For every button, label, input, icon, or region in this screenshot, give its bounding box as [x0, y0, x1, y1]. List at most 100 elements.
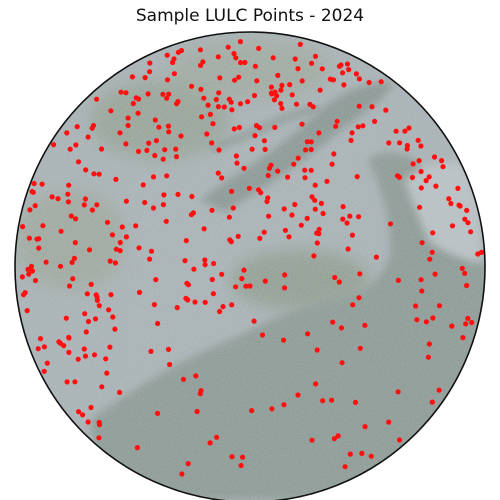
sample-point	[179, 471, 185, 477]
sample-point	[41, 344, 48, 350]
sample-point	[57, 263, 64, 269]
sample-point	[297, 41, 303, 48]
sample-point	[96, 303, 102, 309]
sample-point	[163, 218, 169, 224]
sample-point	[312, 206, 318, 212]
sample-point	[402, 128, 408, 134]
sample-point	[123, 234, 129, 240]
sample-point	[64, 379, 70, 385]
sample-point	[26, 271, 32, 277]
sample-point	[162, 147, 168, 153]
sample-point	[254, 78, 260, 84]
sample-point	[269, 91, 275, 97]
sample-point	[191, 266, 197, 272]
sample-point	[37, 336, 44, 342]
sample-point	[262, 278, 268, 284]
sample-point	[103, 356, 109, 362]
sample-point	[125, 122, 131, 129]
sample-point	[86, 247, 93, 253]
sample-point	[271, 97, 277, 103]
sample-point	[31, 180, 37, 187]
sample-point	[309, 437, 315, 443]
sample-point	[29, 268, 35, 274]
sample-point	[183, 238, 189, 244]
sample-point	[117, 248, 123, 254]
sample-point	[129, 74, 135, 80]
sample-point	[70, 276, 76, 282]
sample-point	[378, 79, 384, 85]
sample-point-layer	[19, 39, 485, 477]
sample-point	[219, 175, 225, 181]
sample-point	[316, 226, 322, 232]
sample-point	[117, 239, 123, 246]
sample-point	[334, 118, 340, 124]
sample-point	[211, 260, 217, 267]
sample-point	[164, 52, 170, 58]
sample-point	[123, 198, 129, 204]
sample-point	[348, 137, 354, 143]
sample-point	[91, 171, 97, 177]
sample-point	[35, 346, 41, 352]
sample-point	[228, 99, 234, 105]
sample-point	[19, 274, 25, 280]
sample-point	[82, 311, 88, 317]
sample-point	[99, 384, 105, 390]
sample-point	[44, 360, 50, 366]
sample-point	[269, 406, 275, 412]
sample-point	[104, 370, 110, 376]
sample-point	[142, 199, 148, 206]
sample-point	[91, 352, 98, 358]
sample-point	[30, 189, 36, 195]
sample-point	[193, 373, 199, 379]
sample-point	[197, 391, 203, 397]
sample-point	[293, 101, 300, 107]
sample-point	[429, 399, 435, 405]
sample-point	[117, 130, 123, 136]
sample-point	[165, 346, 172, 352]
sample-point	[465, 315, 471, 321]
sample-point	[261, 229, 267, 235]
sample-point	[356, 295, 362, 301]
sample-point	[233, 153, 239, 159]
sample-point	[85, 318, 92, 325]
sample-point	[245, 99, 251, 105]
sample-point	[316, 130, 322, 136]
sample-point	[217, 75, 223, 81]
sample-point	[433, 183, 439, 189]
sample-point	[226, 214, 232, 220]
sample-point	[160, 202, 166, 208]
sample-point	[355, 124, 361, 130]
sample-point	[429, 249, 435, 255]
sample-point	[166, 129, 172, 135]
sample-point	[20, 224, 26, 230]
sample-point	[200, 59, 206, 65]
sample-point	[237, 101, 244, 107]
sample-point	[339, 360, 345, 366]
sample-point	[265, 172, 271, 179]
sample-point	[225, 44, 231, 50]
sample-point	[431, 154, 438, 160]
sample-point	[171, 71, 177, 77]
sample-point	[465, 220, 471, 226]
sample-point	[220, 304, 226, 310]
sample-point	[242, 59, 248, 66]
sample-point	[51, 142, 57, 148]
sample-point	[468, 229, 474, 235]
sample-point	[161, 192, 167, 198]
sample-point	[268, 162, 274, 168]
sample-point	[198, 86, 204, 92]
sample-point	[257, 235, 263, 241]
sample-point	[155, 320, 161, 327]
sample-point	[281, 206, 287, 212]
sample-point	[243, 283, 249, 289]
sample-point	[156, 124, 162, 130]
sample-point	[229, 188, 235, 194]
sample-point	[340, 70, 346, 76]
sample-point	[368, 453, 374, 459]
sample-point	[279, 82, 285, 88]
sample-point	[83, 167, 89, 173]
sample-point	[146, 140, 152, 146]
sample-point	[207, 111, 213, 117]
sample-point	[303, 147, 309, 153]
sample-point	[61, 343, 67, 349]
